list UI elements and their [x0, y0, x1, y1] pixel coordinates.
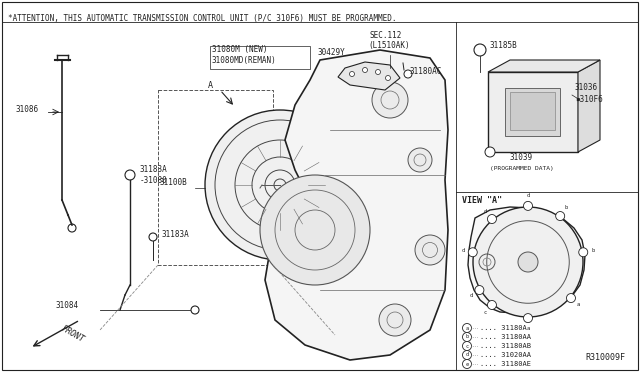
- Text: .... 31180AB: .... 31180AB: [480, 343, 531, 349]
- Text: .... 31180A: .... 31180A: [480, 325, 527, 331]
- Bar: [158, 90, 273, 265]
- Text: b: b: [465, 334, 468, 340]
- Circle shape: [362, 67, 367, 73]
- Text: *ATTENTION, THIS AUTOMATIC TRANSMISSION CONTROL UNIT (P/C 310F6) MUST BE PROGRAM: *ATTENTION, THIS AUTOMATIC TRANSMISSION …: [8, 14, 397, 23]
- Circle shape: [474, 44, 486, 56]
- Text: .... 31020AA: .... 31020AA: [480, 352, 531, 358]
- Text: 31036: 31036: [575, 83, 598, 92]
- Circle shape: [408, 148, 432, 172]
- Circle shape: [415, 235, 445, 265]
- Circle shape: [376, 70, 381, 74]
- Circle shape: [260, 175, 370, 285]
- Circle shape: [205, 110, 355, 260]
- Circle shape: [566, 294, 575, 302]
- Text: 31100B: 31100B: [160, 178, 188, 187]
- Circle shape: [463, 324, 472, 333]
- Text: a: a: [465, 326, 468, 330]
- Circle shape: [404, 70, 412, 78]
- Text: VIEW "A": VIEW "A": [462, 196, 502, 205]
- Text: .... 31180AA: .... 31180AA: [480, 334, 531, 340]
- Text: a: a: [577, 302, 580, 307]
- Circle shape: [556, 212, 564, 221]
- Text: d: d: [526, 193, 530, 198]
- Circle shape: [473, 207, 583, 317]
- Text: e: e: [465, 362, 468, 366]
- Circle shape: [475, 286, 484, 295]
- Circle shape: [68, 224, 76, 232]
- Circle shape: [379, 304, 411, 336]
- Circle shape: [463, 333, 472, 341]
- Text: 31080M (NEW): 31080M (NEW): [212, 45, 268, 54]
- Polygon shape: [338, 62, 400, 90]
- Text: .... 31180AE: .... 31180AE: [480, 361, 531, 367]
- Text: d: d: [469, 292, 472, 298]
- Text: d: d: [484, 209, 487, 214]
- Polygon shape: [488, 60, 600, 72]
- Text: FRONT: FRONT: [60, 324, 86, 344]
- Text: 31183A: 31183A: [162, 230, 189, 239]
- Circle shape: [524, 201, 532, 211]
- Text: 31183A: 31183A: [140, 165, 168, 174]
- Bar: [510, 92, 555, 130]
- Text: R310009F: R310009F: [585, 353, 625, 362]
- Circle shape: [463, 350, 472, 359]
- Circle shape: [125, 170, 135, 180]
- Circle shape: [463, 341, 472, 350]
- Circle shape: [372, 82, 408, 118]
- Bar: [505, 88, 560, 136]
- Text: b: b: [591, 248, 595, 253]
- Polygon shape: [468, 207, 585, 313]
- Circle shape: [488, 301, 497, 310]
- Text: b: b: [564, 205, 568, 210]
- Text: 31180AC: 31180AC: [410, 67, 442, 76]
- Circle shape: [488, 215, 497, 224]
- Circle shape: [463, 359, 472, 369]
- Text: c: c: [465, 343, 468, 349]
- Bar: [210, 46, 310, 69]
- Text: 31039: 31039: [510, 153, 533, 162]
- Text: (L1510AK): (L1510AK): [368, 41, 410, 50]
- Circle shape: [385, 76, 390, 80]
- Text: 31086: 31086: [15, 105, 38, 114]
- Text: ▪310F6: ▪310F6: [575, 95, 603, 104]
- Bar: [488, 72, 578, 152]
- Circle shape: [149, 233, 157, 241]
- Text: SEC.112: SEC.112: [370, 31, 403, 40]
- Circle shape: [349, 71, 355, 77]
- Text: (PROGRAMMED DATA): (PROGRAMMED DATA): [490, 166, 554, 171]
- Text: d: d: [465, 353, 468, 357]
- Text: 31080MD(REMAN): 31080MD(REMAN): [212, 56, 276, 65]
- Text: 30429Y: 30429Y: [318, 48, 346, 57]
- Circle shape: [579, 248, 588, 257]
- Polygon shape: [578, 60, 600, 152]
- Circle shape: [468, 248, 477, 257]
- Circle shape: [485, 147, 495, 157]
- Text: -31080: -31080: [140, 176, 168, 185]
- Circle shape: [191, 306, 199, 314]
- Circle shape: [524, 314, 532, 323]
- Text: d: d: [461, 248, 465, 253]
- Text: a: a: [526, 326, 530, 331]
- Text: c: c: [484, 310, 487, 315]
- Circle shape: [518, 252, 538, 272]
- Polygon shape: [265, 50, 448, 360]
- Text: 31185B: 31185B: [490, 41, 518, 50]
- Text: A: A: [208, 81, 213, 90]
- Text: 31084: 31084: [55, 301, 78, 310]
